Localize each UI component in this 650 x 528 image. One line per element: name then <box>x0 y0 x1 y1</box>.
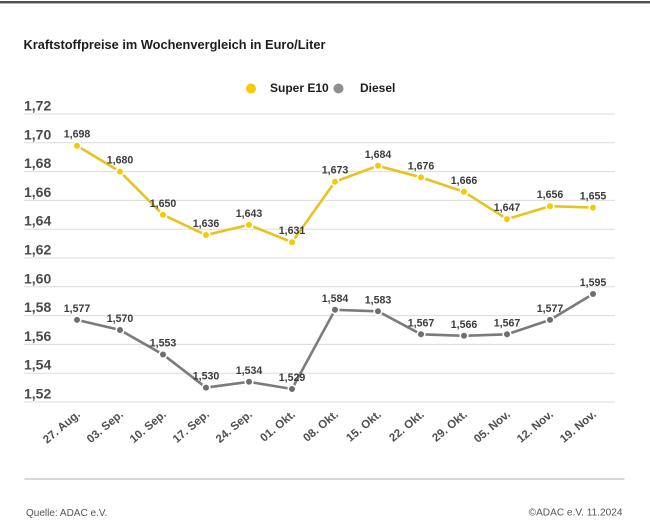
svg-text:1,583: 1,583 <box>365 294 392 306</box>
svg-text:1,530: 1,530 <box>193 371 220 383</box>
svg-text:1,66: 1,66 <box>24 184 51 200</box>
svg-text:1,62: 1,62 <box>24 242 51 258</box>
svg-text:1,534: 1,534 <box>236 365 263 377</box>
svg-text:1,656: 1,656 <box>537 189 564 201</box>
svg-text:1,68: 1,68 <box>24 155 51 171</box>
svg-text:1,595: 1,595 <box>580 277 607 289</box>
svg-text:1,529: 1,529 <box>279 372 306 384</box>
svg-text:1,577: 1,577 <box>64 303 91 315</box>
svg-text:©ADAC e.V. 11.2024: ©ADAC e.V. 11.2024 <box>529 508 623 519</box>
svg-text:Diesel: Diesel <box>360 81 395 95</box>
svg-text:1,72: 1,72 <box>24 98 51 114</box>
svg-text:1,54: 1,54 <box>24 357 51 373</box>
svg-text:1,56: 1,56 <box>24 328 51 344</box>
svg-text:1,58: 1,58 <box>24 299 51 315</box>
svg-text:1,60: 1,60 <box>24 270 51 286</box>
svg-text:1,553: 1,553 <box>150 338 177 350</box>
svg-text:1,680: 1,680 <box>107 155 134 167</box>
svg-text:1,64: 1,64 <box>24 213 51 229</box>
svg-text:Super E10: Super E10 <box>270 81 329 95</box>
svg-text:1,52: 1,52 <box>24 386 51 402</box>
svg-text:1,567: 1,567 <box>408 317 435 329</box>
svg-text:1,643: 1,643 <box>236 208 263 220</box>
svg-text:Kraftstoffpreise im Wochenverg: Kraftstoffpreise im Wochenvergleich in E… <box>24 37 326 52</box>
svg-text:1,650: 1,650 <box>150 198 177 210</box>
svg-text:1,636: 1,636 <box>193 218 220 230</box>
svg-text:1,577: 1,577 <box>537 303 564 315</box>
svg-text:1,676: 1,676 <box>408 160 435 172</box>
svg-text:1,570: 1,570 <box>107 313 134 325</box>
svg-text:1,566: 1,566 <box>451 319 478 331</box>
svg-text:1,70: 1,70 <box>24 126 51 142</box>
svg-text:1,584: 1,584 <box>322 293 349 305</box>
svg-text:1,666: 1,666 <box>451 175 478 187</box>
svg-text:Quelle: ADAC e.V.: Quelle: ADAC e.V. <box>26 508 107 519</box>
svg-text:1,673: 1,673 <box>322 165 349 177</box>
svg-text:1,698: 1,698 <box>64 129 91 141</box>
svg-text:1,684: 1,684 <box>365 149 392 161</box>
svg-text:1,631: 1,631 <box>279 225 306 237</box>
svg-text:1,655: 1,655 <box>580 191 607 203</box>
svg-text:1,647: 1,647 <box>494 202 521 214</box>
svg-text:1,567: 1,567 <box>494 317 521 329</box>
